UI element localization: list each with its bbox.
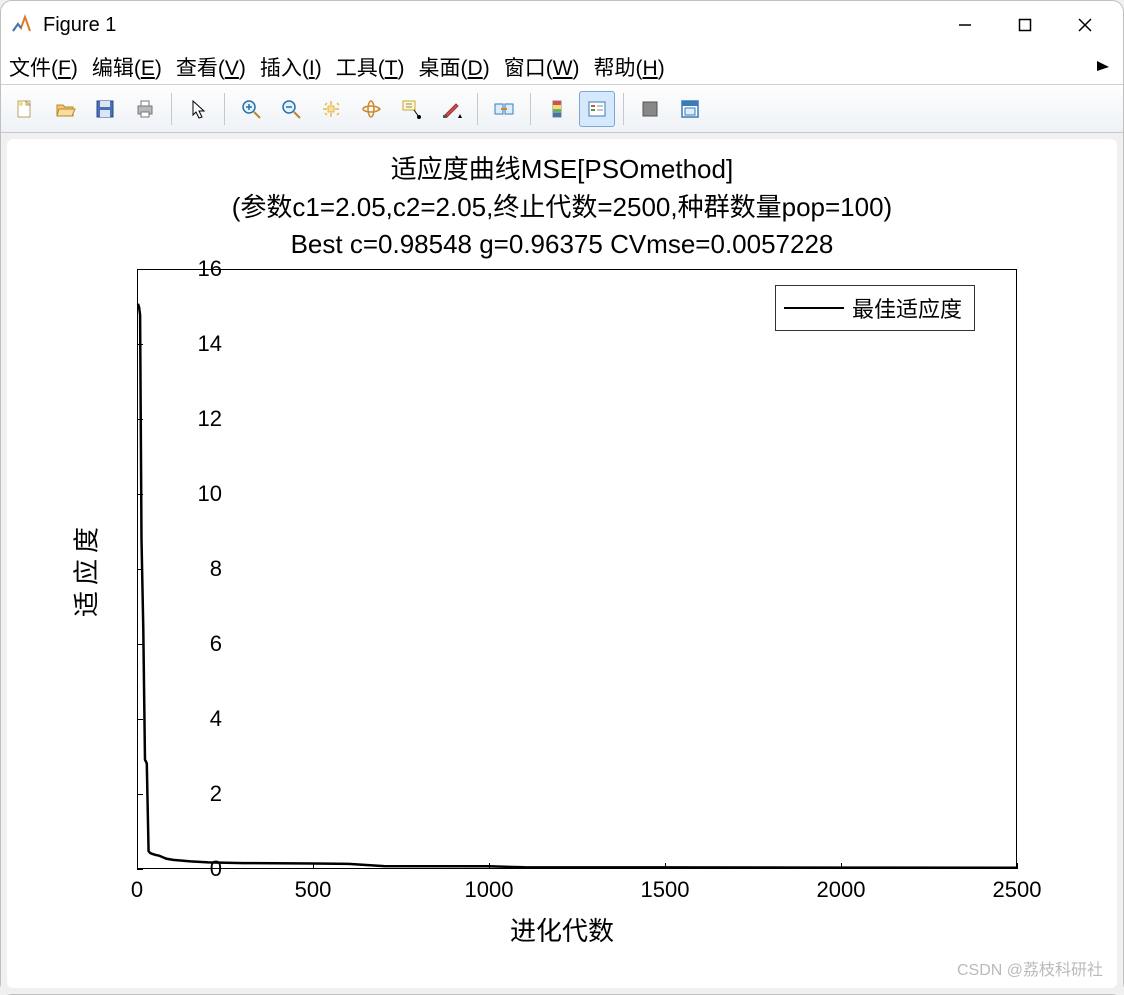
toolbar-sep [477, 93, 478, 125]
xtick-mark [313, 863, 314, 869]
window-controls [935, 1, 1115, 49]
menu-edit[interactable]: 编辑(E) [92, 52, 162, 82]
hide-tools-icon[interactable] [632, 91, 668, 127]
xtick-label: 1500 [641, 877, 690, 903]
y-axis-label: 适应度 [67, 521, 104, 617]
ytick-mark [137, 719, 143, 720]
minimize-button[interactable] [935, 1, 995, 49]
legend-label: 最佳适应度 [852, 292, 962, 324]
ytick-label: 4 [162, 706, 222, 732]
menu-desktop[interactable]: 桌面(D) [419, 52, 490, 82]
toolbar-sep [171, 93, 172, 125]
ytick-label: 16 [162, 256, 222, 282]
chart-title-line2: (参数c1=2.05,c2=2.05,终止代数=2500,种群数量pop=100… [7, 189, 1117, 227]
toolbar-sep [530, 93, 531, 125]
ytick-label: 8 [162, 556, 222, 582]
ytick-mark [137, 494, 143, 495]
link-plot-icon[interactable] [486, 91, 522, 127]
plot-canvas[interactable]: 适应度曲线MSE[PSOmethod] (参数c1=2.05,c2=2.05,终… [7, 139, 1117, 988]
ytick-mark [137, 869, 143, 870]
ytick-mark [137, 419, 143, 420]
zoom-in-icon[interactable] [233, 91, 269, 127]
new-file-icon[interactable] [7, 91, 43, 127]
ytick-label: 6 [162, 631, 222, 657]
pan-icon[interactable] [313, 91, 349, 127]
xtick-label: 0 [131, 877, 143, 903]
chart-line [138, 270, 1016, 868]
ytick-label: 10 [162, 481, 222, 507]
xtick-mark [137, 863, 138, 869]
print-icon[interactable] [127, 91, 163, 127]
xtick-label: 2000 [817, 877, 866, 903]
menu-insert[interactable]: 插入(I) [260, 52, 322, 82]
titlebar: Figure 1 [1, 1, 1123, 49]
chart-title: 适应度曲线MSE[PSOmethod] (参数c1=2.05,c2=2.05,终… [7, 151, 1117, 264]
rotate3d-icon[interactable] [353, 91, 389, 127]
x-axis-label: 进化代数 [7, 911, 1117, 948]
menubar: 文件(F) 编辑(E) 查看(V) 插入(I) 工具(T) 桌面(D) 窗口(W… [1, 49, 1123, 85]
figure-window: Figure 1 文件(F) 编辑(E) 查看(V) 插入(I) 工具(T) 桌… [0, 0, 1124, 995]
ytick-mark [137, 794, 143, 795]
xtick-mark [841, 863, 842, 869]
plot-region: 适应度曲线MSE[PSOmethod] (参数c1=2.05,c2=2.05,终… [1, 133, 1123, 994]
menu-overflow-icon[interactable] [1095, 55, 1113, 73]
ytick-mark [137, 344, 143, 345]
xtick-mark [665, 863, 666, 869]
toolbar-sep [623, 93, 624, 125]
close-button[interactable] [1055, 1, 1115, 49]
menu-help[interactable]: 帮助(H) [594, 52, 665, 82]
colorbar-icon[interactable] [539, 91, 575, 127]
ytick-mark [137, 269, 143, 270]
xtick-mark [1017, 863, 1018, 869]
xtick-label: 1000 [465, 877, 514, 903]
ytick-mark [137, 569, 143, 570]
toolbar-sep [224, 93, 225, 125]
ytick-label: 14 [162, 331, 222, 357]
xtick-label: 2500 [993, 877, 1042, 903]
data-cursor-icon[interactable] [393, 91, 429, 127]
menu-file[interactable]: 文件(F) [9, 52, 78, 82]
xtick-label: 500 [295, 877, 332, 903]
brush-icon[interactable] [433, 91, 469, 127]
toolbar [1, 85, 1123, 133]
maximize-button[interactable] [995, 1, 1055, 49]
dock-icon[interactable] [672, 91, 708, 127]
chart-title-line1: 适应度曲线MSE[PSOmethod] [7, 151, 1117, 189]
save-icon[interactable] [87, 91, 123, 127]
menu-view[interactable]: 查看(V) [176, 52, 246, 82]
watermark: CSDN @荔枝科研社 [957, 956, 1103, 980]
axes-box [137, 269, 1017, 869]
legend[interactable]: 最佳适应度 [775, 285, 975, 331]
zoom-out-icon[interactable] [273, 91, 309, 127]
ytick-mark [137, 644, 143, 645]
open-file-icon[interactable] [47, 91, 83, 127]
menu-tools[interactable]: 工具(T) [336, 52, 405, 82]
legend-icon[interactable] [579, 91, 615, 127]
xtick-mark [489, 863, 490, 869]
menu-window[interactable]: 窗口(W) [504, 52, 580, 82]
ytick-label: 2 [162, 781, 222, 807]
ytick-label: 12 [162, 406, 222, 432]
legend-line-swatch [784, 307, 844, 309]
pointer-icon[interactable] [180, 91, 216, 127]
ytick-label: 0 [162, 856, 222, 882]
window-title: Figure 1 [43, 14, 935, 37]
matlab-icon [9, 13, 33, 37]
